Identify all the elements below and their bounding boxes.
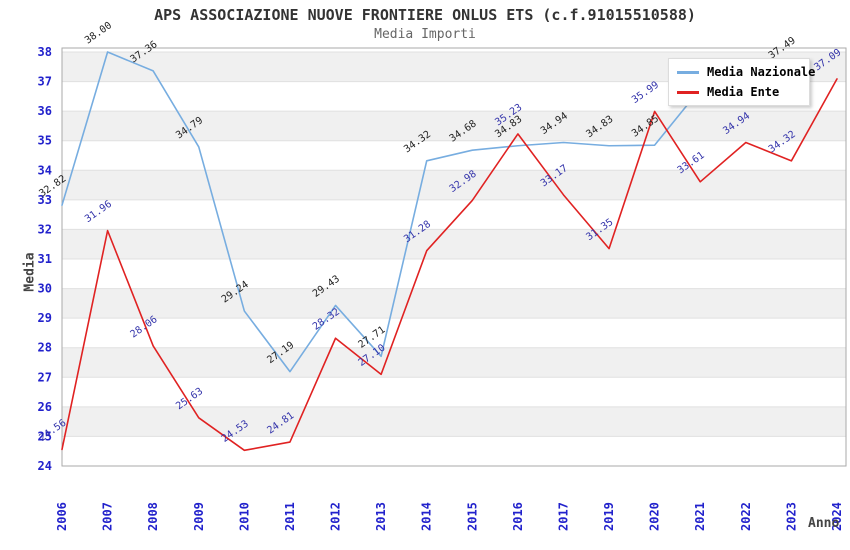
legend-swatch-media-nazionale [677,70,699,74]
x-tick-label: 2011 [283,502,297,531]
chart-title: APS ASSOCIAZIONE NUOVE FRONTIERE ONLUS E… [154,6,696,24]
grid-band [62,229,846,259]
y-tick-label: 24 [38,459,52,473]
grid-band [62,288,846,319]
y-tick-label: 27 [38,370,52,384]
legend: Media Nazionale Media Ente [668,58,815,106]
x-tick-label: 2013 [374,502,388,531]
chart-subtitle: Media Importi [374,27,476,42]
x-tick-label: 2012 [329,502,343,531]
x-tick-label: 2022 [739,502,753,531]
x-tick-label: 2010 [237,502,251,531]
legend-item: Media Nazionale [669,62,815,82]
y-tick-label: 33 [38,193,52,207]
y-tick-label: 38 [38,45,52,59]
y-tick-label: 26 [38,400,52,414]
legend-item: Media Ente [669,82,809,102]
legend-label: Media Nazionale [707,65,816,79]
x-tick-label: 2024 [830,502,844,531]
data-label-media-ente: 31.96 [83,199,114,225]
y-tick-label: 37 [38,75,52,89]
series-line-media-nazionale [61,51,793,373]
plot-border [61,47,847,467]
x-tick-label: 2015 [465,502,479,531]
grid-band [62,406,846,437]
series-line-media-ente [61,78,838,452]
x-tick-label: 2021 [693,502,707,531]
y-tick-label: 25 [38,429,52,443]
y-tick-label: 30 [38,282,52,296]
x-tick-label: 2016 [511,502,525,531]
x-tick-label: 2023 [784,502,798,531]
y-tick-label: 36 [38,104,52,118]
y-axis-title: Media [22,252,38,292]
y-tick-label: 31 [38,252,52,266]
y-tick-label: 29 [38,311,52,325]
y-tick-label: 34 [38,163,52,177]
y-tick-label: 28 [38,341,52,355]
grid-band [62,347,846,378]
x-tick-label: 2009 [192,502,206,531]
legend-label: Media Ente [707,85,780,99]
y-tick-label: 35 [38,134,52,148]
data-label-media-ente: 35.99 [630,80,661,106]
x-tick-label: 2020 [648,502,662,531]
x-tick-label: 2019 [602,502,616,531]
y-tick-label: 32 [38,222,52,236]
grid-band [62,170,846,200]
x-tick-label: 2014 [420,502,434,531]
legend-swatch-media-ente [677,90,699,94]
x-axis-title: Anno [808,516,840,531]
x-tick-label: 2006 [55,502,69,531]
x-tick-label: 2017 [556,502,570,531]
data-label-media-nazionale: 38.00 [83,20,114,46]
x-tick-label: 2007 [101,502,115,531]
x-tick-label: 2008 [146,502,160,531]
